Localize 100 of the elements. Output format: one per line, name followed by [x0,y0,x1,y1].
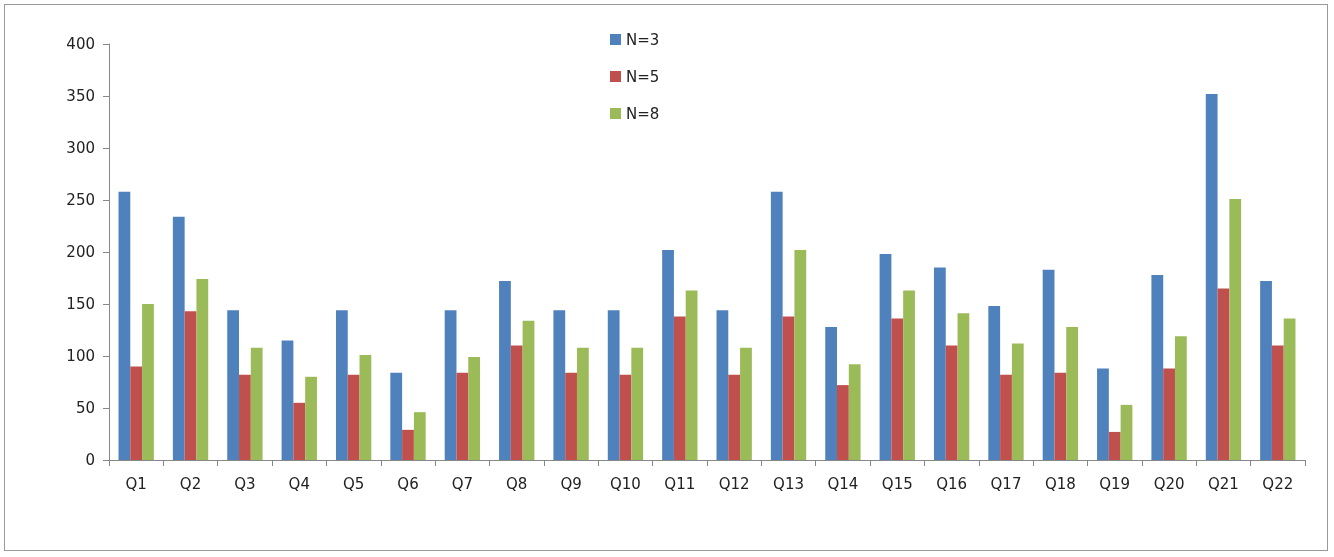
bar [142,304,154,460]
bar [673,316,686,460]
x-tick-label: Q20 [1153,474,1185,493]
bar [879,254,892,460]
x-tick-label: Q15 [881,474,913,493]
bar [728,374,741,460]
bar [1174,336,1187,460]
bar [576,347,589,460]
x-tick-label: Q13 [773,474,804,493]
bar [957,313,970,460]
x-tick-label: Q10 [610,474,641,493]
bar [903,290,915,460]
bar [1163,368,1175,460]
y-tick-label: 100 [66,347,95,365]
bar [782,316,795,460]
bar [891,318,904,460]
bar [130,366,143,460]
x-tick-label: Q1 [125,474,147,493]
bar [359,354,372,460]
bar [293,402,306,460]
y-tick-label: 350 [66,87,95,105]
x-tick-label: Q9 [560,474,582,493]
bar [837,385,849,460]
bar [184,311,197,460]
bar [619,374,632,460]
bar [1011,343,1024,460]
bar [1229,198,1242,460]
bar [172,216,185,460]
bar [1260,281,1272,460]
y-tick-label: 200 [66,243,95,261]
x-tick-label: Q16 [936,474,968,493]
bar [945,345,958,460]
y-tick-label: 400 [66,35,95,53]
bar [1217,288,1230,460]
x-tick-label: Q22 [1262,474,1294,493]
x-tick-label: Q5 [342,474,365,493]
bar [390,372,403,460]
bar [1205,93,1218,460]
x-tick-label: Q7 [451,474,474,493]
y-tick-label: 250 [66,191,95,209]
bar [631,347,644,460]
x-tick-label: Q2 [179,474,202,493]
bar [468,357,481,460]
bar [1108,431,1121,460]
bar [933,267,946,460]
bar [825,326,838,460]
legend-label: N=5 [626,67,660,86]
y-tick-label: 0 [85,451,95,469]
x-tick-label: Q14 [827,474,859,493]
x-tick-label: Q3 [234,474,256,493]
bar [553,310,566,460]
x-tick-label: Q6 [397,474,419,493]
legend-label: N=8 [626,104,660,123]
bar [1054,372,1067,460]
bar [196,279,209,460]
x-tick-label: Q17 [990,474,1022,493]
bar [988,306,1001,460]
bar [510,345,523,460]
bar [1271,345,1284,460]
x-tick-label: Q21 [1208,474,1239,493]
x-tick-label: Q12 [718,474,750,493]
y-tick-label: 300 [66,139,95,157]
bar [740,347,752,460]
legend-label: N=3 [626,30,660,49]
x-tick-label: Q4 [288,474,310,493]
bar [1151,274,1164,460]
bar [456,372,469,460]
bar [794,249,807,460]
bar [1283,318,1296,460]
bar [565,372,577,460]
bar [227,310,240,460]
bar [250,347,263,460]
bar [444,310,457,460]
bar [716,310,729,460]
bar [662,249,674,460]
bar [522,320,535,460]
bar [685,290,698,460]
bar [305,376,317,460]
bar [499,281,511,460]
x-tick-label: Q11 [664,474,696,493]
y-tick-label: 150 [66,295,95,313]
x-tick-label: Q8 [506,474,528,493]
bar [118,191,131,460]
bar [1097,368,1109,460]
bar [1000,374,1012,460]
bar [848,364,861,460]
bar [335,310,348,460]
x-tick-label: Q18 [1044,474,1076,493]
bar [281,340,294,460]
bar [770,191,783,460]
bar [413,412,426,460]
bar [347,374,360,460]
bar [1042,269,1055,460]
bar [1066,326,1079,460]
bar [402,429,414,460]
bar [607,310,620,460]
y-tick-label: 50 [75,399,95,417]
bar [1120,404,1133,460]
bar [239,374,251,460]
x-tick-label: Q19 [1099,474,1131,493]
